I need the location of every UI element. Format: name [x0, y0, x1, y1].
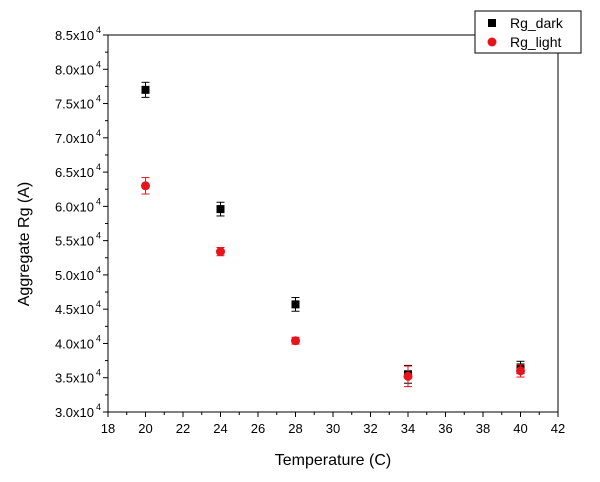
- x-tick-label: 32: [363, 421, 377, 436]
- data-point: [291, 300, 300, 309]
- y-tick-label: 7.0x10: [55, 131, 94, 146]
- y-tick-mantissa: 7.5x10: [55, 97, 94, 112]
- x-axis-label: Temperature (C): [275, 452, 391, 469]
- x-tick-label: 34: [401, 421, 415, 436]
- y-tick-exponent: 4: [96, 128, 101, 138]
- plot-area: [107, 34, 559, 413]
- y-axis: 3.0x10 43.5x10 44.0x10 44.5x10 45.0x10 45.5x1…: [55, 25, 108, 420]
- plot-frame: [107, 34, 559, 413]
- y-tick-exponent: 4: [96, 402, 101, 412]
- y-tick-mantissa: 4.0x10: [55, 336, 94, 351]
- data-point: [216, 247, 225, 257]
- legend: Rg_dark Rg_light: [474, 10, 582, 54]
- x-tick-label: 36: [438, 421, 452, 436]
- y-tick-mantissa: 8.5x10: [55, 28, 94, 43]
- x-tick-label: 18: [101, 421, 115, 436]
- x-tick-label: 24: [213, 421, 227, 436]
- x-tick-label: 38: [476, 421, 490, 436]
- y-tick-label: 5.5x10: [55, 234, 94, 249]
- y-tick-label: 5.0x10: [55, 268, 94, 283]
- y-tick-label: 7.5x10: [55, 97, 94, 112]
- data-point: [141, 85, 150, 94]
- legend-marker: [488, 19, 496, 27]
- x-tick-label: 26: [251, 421, 265, 436]
- data-point: [141, 181, 150, 191]
- y-tick-exponent: 4: [96, 25, 101, 35]
- y-tick-label: 4.0x10: [55, 336, 94, 351]
- y-tick-label: 3.5x10: [55, 371, 94, 386]
- x-tick-label: 22: [176, 421, 190, 436]
- legend-label: Rg_dark: [510, 15, 564, 31]
- data-point: [516, 366, 525, 376]
- x-tick-label: 20: [138, 421, 152, 436]
- y-tick-mantissa: 6.0x10: [55, 199, 94, 214]
- y-tick-label: 8.5x10: [55, 28, 94, 43]
- data-point: [291, 336, 300, 346]
- y-tick-mantissa: 3.0x10: [55, 405, 94, 420]
- x-tick-label: 28: [288, 421, 302, 436]
- x-tick-label: 40: [513, 421, 527, 436]
- data-point: [216, 205, 225, 214]
- y-tick-mantissa: 4.5x10: [55, 302, 94, 317]
- y-tick-exponent: 4: [96, 162, 101, 172]
- x-axis: 18 20 22 24 26 28 30 32 34 36 38 40 42: [101, 412, 565, 436]
- y-tick-exponent: 4: [96, 59, 101, 69]
- y-tick-exponent: 4: [96, 368, 101, 378]
- series-rg-light: [141, 177, 525, 388]
- y-tick-mantissa: 5.5x10: [55, 234, 94, 249]
- y-tick-exponent: 4: [96, 333, 101, 343]
- legend-label: Rg_light: [510, 34, 561, 50]
- legend-marker: [487, 37, 497, 47]
- y-tick-mantissa: 7.0x10: [55, 131, 94, 146]
- y-tick-exponent: 4: [96, 299, 101, 309]
- y-tick-exponent: 4: [96, 196, 101, 206]
- y-axis-label: Aggregate Rg (A): [16, 182, 33, 307]
- y-tick-label: 6.5x10: [55, 165, 94, 180]
- x-tick-label: 42: [551, 421, 565, 436]
- y-tick-mantissa: 6.5x10: [55, 165, 94, 180]
- data-point: [403, 371, 413, 381]
- x-tick-label: 30: [326, 421, 340, 436]
- y-tick-label: 3.0x10: [55, 405, 94, 420]
- y-tick-mantissa: 8.0x10: [55, 62, 94, 77]
- series-rg-dark: [141, 81, 525, 384]
- y-tick-exponent: 4: [96, 231, 101, 241]
- y-tick-exponent: 4: [96, 94, 101, 104]
- y-tick-label: 6.0x10: [55, 199, 94, 214]
- series-layer: [141, 81, 525, 388]
- y-tick-exponent: 4: [96, 265, 101, 275]
- y-tick-label: 4.5x10: [55, 302, 94, 317]
- y-tick-mantissa: 5.0x10: [55, 268, 94, 283]
- y-tick-label: 8.0x10: [55, 62, 94, 77]
- y-tick-mantissa: 3.5x10: [55, 371, 94, 386]
